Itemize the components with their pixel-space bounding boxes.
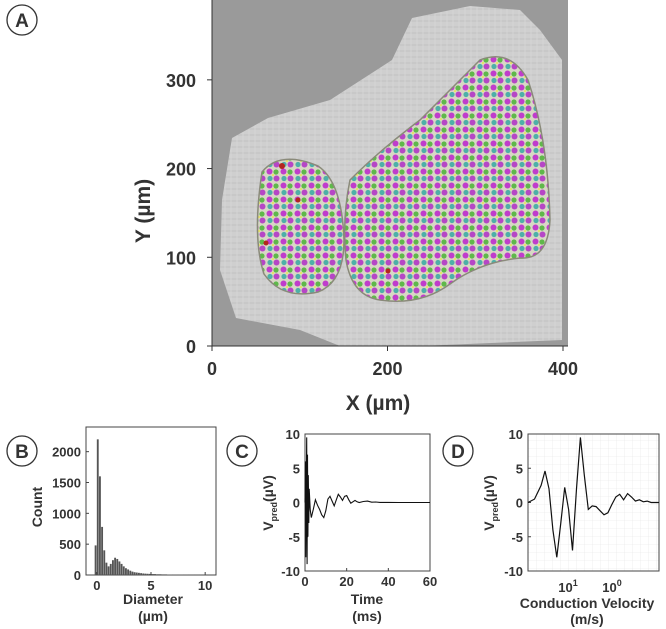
- panel-b-x-tick-label: 5: [147, 578, 154, 593]
- panel-d-x-tick-label: 101: [558, 578, 577, 595]
- panel-b-y-tick-label: 2000: [52, 445, 81, 460]
- panel-a-x-tick-label: 200: [372, 359, 402, 379]
- panel-a-x-tick-label: 0: [207, 359, 217, 379]
- panel-c-y-tick-label: 10: [286, 427, 300, 442]
- panel-d-y-tick-label: 10: [509, 427, 523, 442]
- panel-d-y-tick-label: -5: [511, 530, 523, 545]
- panel-b-bar: [142, 573, 145, 575]
- panel-b-y-tick-label: 0: [74, 568, 81, 583]
- panel-b-bar: [161, 574, 167, 575]
- panel-b-y-label: Count: [29, 486, 45, 527]
- panel-c-y-label: Vpred(µV): [260, 475, 279, 531]
- panel-d-x-label: Conduction Velocity: [520, 595, 655, 611]
- panel-a-label: A: [15, 11, 29, 32]
- panel-b-y-tick-label: 1000: [52, 506, 81, 521]
- panel-c: C 0 20 40 60 -10 -5 0 5 10 Time (ms) Vpred(µV): [226, 427, 437, 624]
- panel-b-bar: [109, 563, 112, 575]
- panel-a-y-tick-label: 300: [166, 71, 196, 91]
- panel-b-bar: [101, 526, 104, 575]
- panel-a-y-label: Y (µm): [132, 179, 155, 243]
- panel-a-small-fascicle: [256, 158, 345, 295]
- panel-b-bar: [146, 573, 149, 575]
- panel-a-badge: [6, 4, 38, 36]
- panel-a-marker: [295, 197, 301, 203]
- panel-b-y-tick-label: 500: [59, 537, 81, 552]
- panel-a-y-tick-label: 200: [166, 160, 196, 180]
- panel-b-bar: [131, 571, 134, 575]
- panel-c-x-tick-label: 20: [339, 574, 353, 589]
- panel-b-frame: [85, 426, 217, 576]
- panel-d-label: D: [451, 442, 465, 463]
- panel-b-bar: [107, 566, 110, 575]
- panel-b-bar: [96, 439, 99, 575]
- panel-d-y-tick-label: 5: [516, 461, 523, 476]
- panel-a-x-label: X (µm): [346, 392, 411, 415]
- panel-b-x-tick-label: 0: [93, 578, 100, 593]
- panel-b-bar: [120, 563, 123, 575]
- panel-d-y-tick-label: -10: [504, 564, 523, 579]
- panel-b-bar: [140, 573, 143, 575]
- panel-b-bar: [103, 550, 106, 575]
- panel-b: B 0 5 10 0 500 1000 1500 2000 Diameter (µm) Cou…: [6, 426, 217, 624]
- panel-a: A 0 200 400 0 100 200 300 X (µm) Y (µm): [6, 0, 578, 415]
- panel-b-bar: [129, 570, 132, 575]
- panel-d-y-label: Vpred(µV): [481, 475, 500, 531]
- panel-c-y-tick-label: -10: [281, 564, 300, 579]
- panel-b-bar: [138, 572, 140, 575]
- panel-a-y-tick-label: 100: [166, 248, 196, 268]
- panel-d-signal-line: [527, 437, 659, 558]
- panel-d-y-tick-label: 0: [516, 496, 523, 511]
- panel-c-x-tick-label: 40: [381, 574, 395, 589]
- panel-b-bar: [122, 566, 125, 575]
- panel-b-bar: [148, 573, 151, 575]
- panel-b-label: B: [15, 442, 29, 463]
- panel-c-badge: [226, 435, 258, 467]
- panel-a-x-tick-label: 400: [548, 359, 578, 379]
- panel-a-y-tick-label: 0: [186, 337, 196, 357]
- panel-b-bar: [127, 569, 130, 575]
- panel-d-x-label-unit: (m/s): [570, 611, 603, 627]
- panel-b-bar: [112, 560, 114, 575]
- panel-b-bar: [144, 573, 147, 575]
- panel-c-y-tick-label: 5: [293, 461, 300, 476]
- panel-b-badge: [6, 435, 38, 467]
- panel-c-label: C: [235, 442, 249, 463]
- panel-b-bar: [105, 562, 108, 575]
- panel-b-x-label-unit: (µm): [138, 608, 168, 624]
- panel-a-marker: [263, 240, 269, 246]
- panel-b-bar: [133, 572, 136, 575]
- panel-b-bar: [116, 558, 119, 575]
- panel-c-x-tick-label: 60: [423, 574, 437, 589]
- panel-b-y-tick-label: 1500: [52, 476, 81, 491]
- panel-b-x-tick-label: 10: [198, 578, 212, 593]
- panel-d-frame: [527, 433, 660, 572]
- panel-c-x-label: Time: [351, 591, 384, 607]
- panel-b-bar: [156, 574, 162, 575]
- panel-b-bar: [135, 572, 138, 575]
- panel-b-x-label: Diameter: [123, 591, 183, 607]
- panel-b-bar: [94, 545, 97, 575]
- panel-a-large-fascicle: [343, 56, 551, 303]
- panel-b-bar: [118, 561, 121, 575]
- panel-c-y-tick-label: -5: [288, 530, 300, 545]
- panel-b-bar: [151, 574, 157, 575]
- panel-c-y-tick-label: 0: [293, 496, 300, 511]
- panel-c-signal-line: [304, 437, 430, 565]
- panel-c-x-label-unit: (ms): [352, 608, 382, 624]
- panel-a-marker: [279, 163, 285, 169]
- panel-d-x-tick-label: 100: [602, 578, 621, 595]
- panel-d-badge: [442, 435, 474, 467]
- panel-b-bar: [125, 568, 127, 575]
- panel-a-marker: [385, 268, 391, 274]
- panel-b-bar: [99, 476, 101, 575]
- panel-b-bar: [114, 557, 117, 575]
- panel-c-x-tick-label: 0: [301, 574, 308, 589]
